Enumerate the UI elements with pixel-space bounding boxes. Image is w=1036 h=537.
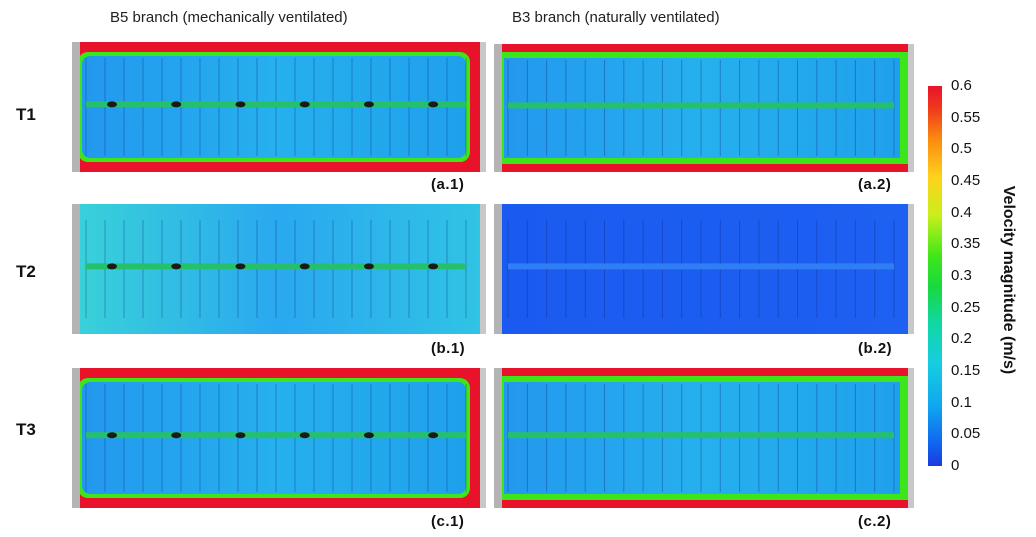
colorbar-label: Velocity magnitude (m/s)	[1000, 185, 1017, 375]
row-label-t3: T3	[16, 420, 36, 439]
velocity-field-a2	[494, 44, 914, 172]
colorbar-gradient	[928, 86, 942, 466]
caption-a2: (a.2)	[858, 176, 892, 193]
colorbar-label-wrap: Velocity magnitude (m/s)	[988, 130, 1028, 430]
colorbar-tick: 0.55	[951, 108, 981, 126]
velocity-field-c2	[494, 368, 914, 508]
caption-b2: (b.2)	[858, 340, 893, 357]
velocity-panel-c1	[72, 368, 486, 508]
velocity-panel-b1	[72, 204, 486, 334]
caption-c2: (c.2)	[858, 513, 892, 530]
caption-a1: (a.1)	[431, 176, 465, 193]
velocity-field-b2	[494, 204, 914, 334]
colorbar-tick: 0.6	[951, 77, 972, 94]
velocity-panel-c2	[494, 368, 914, 508]
column-title-b5: B5 branch (mechanically ventilated)	[110, 9, 348, 26]
velocity-panel-a1	[72, 42, 486, 172]
velocity-field-c1	[72, 368, 486, 508]
colorbar-tick: 0.45	[951, 172, 981, 189]
colorbar-tick: 0	[951, 457, 960, 474]
colorbar-tick: 0.1	[951, 393, 972, 411]
column-title-b3: B3 branch (naturally ventilated)	[512, 9, 720, 26]
row-label-t2: T2	[16, 262, 36, 281]
colorbar-tick: 0.05	[951, 425, 981, 443]
colorbar-tick: 0.4	[951, 203, 972, 221]
colorbar-tick: 0.5	[951, 140, 972, 158]
row-label-t1: T1	[16, 105, 36, 124]
velocity-panel-b2	[494, 204, 914, 334]
colorbar-tick: 0.25	[951, 298, 981, 316]
colorbar-tick: 0.35	[951, 235, 981, 253]
colorbar-tick: 0.3	[951, 267, 972, 284]
caption-c1: (c.1)	[431, 513, 465, 530]
colorbar-tick: 0.2	[951, 330, 972, 348]
velocity-field-b1	[72, 204, 486, 334]
caption-b1: (b.1)	[431, 340, 466, 357]
colorbar-tick: 0.15	[951, 362, 981, 379]
velocity-panel-a2	[494, 44, 914, 172]
velocity-field-a1	[72, 42, 486, 172]
